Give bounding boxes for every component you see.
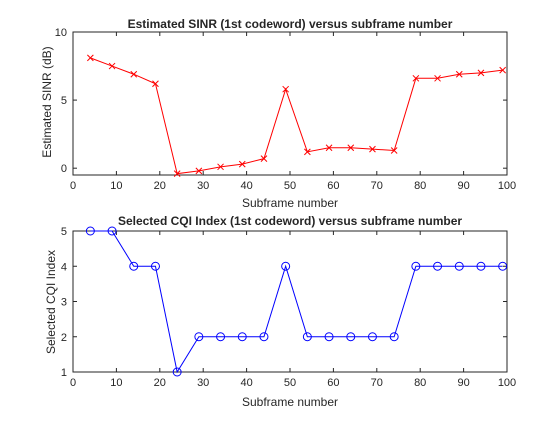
sinr-series-line: [90, 57, 503, 175]
cqi-data-point: [433, 261, 443, 271]
sinr-axes-box: [72, 31, 508, 176]
sinr-data-point: [238, 160, 246, 168]
cqi-data-point: [237, 332, 247, 342]
cqi-data-point: [281, 261, 291, 271]
sinr-data-point: [260, 155, 268, 163]
sinr-xtick-label: 70: [371, 180, 383, 192]
cqi-xtick-label: 60: [327, 377, 339, 389]
cqi-data-point: [346, 332, 356, 342]
cqi-plot-xlabel: Subframe number: [242, 395, 338, 409]
cqi-xtick-label: 10: [110, 377, 122, 389]
sinr-plot-ylabel: Estimated SINR (dB): [40, 46, 54, 157]
cqi-xtick-label: 30: [197, 377, 209, 389]
sinr-data-point: [412, 74, 420, 82]
sinr-ytick-label: 0: [61, 163, 67, 175]
cqi-xtick-label: 90: [457, 377, 469, 389]
cqi-data-point: [129, 261, 139, 271]
sinr-ytick-label: 10: [55, 27, 67, 39]
cqi-data-point: [85, 226, 95, 236]
sinr-xtick-label: 40: [240, 180, 252, 192]
cqi-plot: Selected CQI Index (1st codeword) versus…: [44, 214, 516, 409]
sinr-xtick-label: 60: [327, 180, 339, 192]
sinr-xtick-label: 50: [284, 180, 296, 192]
sinr-data-point: [108, 62, 116, 70]
cqi-data-point: [476, 261, 486, 271]
cqi-data-point: [454, 261, 464, 271]
sinr-data-point: [499, 66, 507, 74]
cqi-data-point: [302, 332, 312, 342]
sinr-plot-title: Estimated SINR (1st codeword) versus sub…: [128, 17, 453, 31]
sinr-xtick-label: 30: [197, 180, 209, 192]
cqi-ytick-label: 2: [61, 332, 67, 344]
sinr-data-point: [130, 70, 138, 78]
sinr-xtick-label: 10: [110, 180, 122, 192]
cqi-xtick-label: 100: [498, 377, 516, 389]
sinr-xtick-label: 20: [154, 180, 166, 192]
sinr-data-point: [369, 145, 376, 153]
cqi-ytick-label: 5: [61, 226, 67, 238]
cqi-ytick-label: 3: [61, 297, 67, 309]
sinr-data-point: [87, 54, 94, 62]
sinr-data-point: [347, 144, 355, 152]
cqi-axes-box: [72, 230, 508, 373]
cqi-plot-ylabel: Selected CQI Index: [44, 250, 58, 354]
sinr-data-point: [477, 69, 485, 77]
sinr-data-point: [282, 85, 290, 93]
sinr-plot-xlabel: Subframe number: [242, 196, 338, 210]
sinr-data-point: [434, 74, 441, 82]
cqi-xtick-label: 80: [414, 377, 426, 389]
sinr-data-point: [195, 167, 203, 175]
cqi-data-point: [367, 332, 377, 342]
sinr-ytick-label: 5: [61, 95, 67, 107]
cqi-data-point: [216, 332, 226, 342]
sinr-xtick-label: 0: [70, 180, 76, 192]
cqi-series-line: [90, 230, 503, 374]
cqi-plot-title: Selected CQI Index (1st codeword) versus…: [118, 214, 462, 228]
sinr-data-point: [173, 170, 181, 177]
cqi-data-point: [172, 367, 182, 377]
cqi-data-point: [107, 226, 117, 236]
cqi-data-point: [259, 332, 269, 342]
cqi-data-point: [194, 332, 204, 342]
cqi-data-point: [498, 261, 508, 271]
sinr-data-point: [455, 70, 463, 78]
cqi-ytick-label: 4: [61, 261, 67, 273]
cqi-data-point: [411, 261, 421, 271]
sinr-xtick-label: 80: [414, 180, 426, 192]
cqi-xtick-label: 70: [371, 377, 383, 389]
cqi-xtick-label: 40: [240, 377, 252, 389]
sinr-xtick-label: 100: [498, 180, 516, 192]
cqi-xtick-label: 20: [154, 377, 166, 389]
cqi-ytick-label: 1: [61, 367, 67, 379]
cqi-xtick-label: 50: [284, 377, 296, 389]
sinr-data-point: [152, 80, 159, 88]
cqi-data-point: [324, 332, 334, 342]
sinr-xtick-label: 90: [457, 180, 469, 192]
sinr-data-point: [304, 148, 311, 156]
sinr-plot: Estimated SINR (1st codeword) versus sub…: [40, 17, 516, 210]
sinr-data-point: [325, 144, 333, 152]
sinr-data-point: [217, 163, 224, 171]
cqi-data-point: [150, 261, 160, 271]
cqi-data-point: [389, 332, 399, 342]
sinr-data-point: [390, 147, 398, 154]
cqi-xtick-label: 0: [70, 377, 76, 389]
